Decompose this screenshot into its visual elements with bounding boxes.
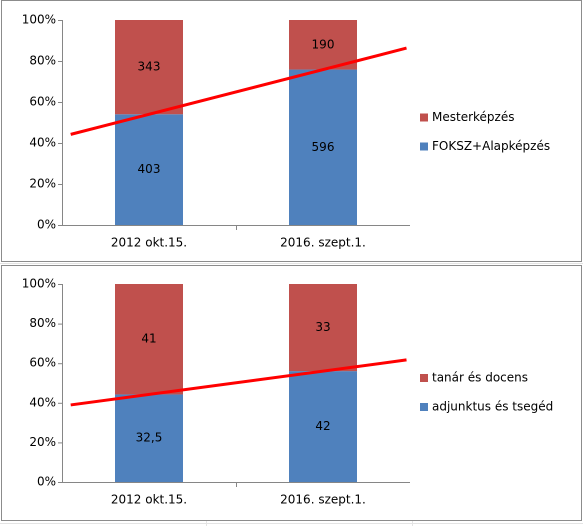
trend-line bbox=[70, 46, 407, 136]
legend-label: Mesterképzés bbox=[432, 110, 514, 124]
data-label: 403 bbox=[138, 162, 161, 176]
bar-segment bbox=[289, 284, 357, 372]
legend-label: adjunktus és tsegéd bbox=[432, 400, 553, 414]
y-tick-label: 0% bbox=[37, 218, 56, 232]
legend-swatch bbox=[420, 403, 428, 411]
data-label: 42 bbox=[315, 419, 330, 433]
x-tick-label: 2012 okt.15. bbox=[111, 236, 187, 250]
y-tick-label: 40% bbox=[29, 395, 56, 409]
data-label: 190 bbox=[312, 37, 335, 51]
y-tick-label: 60% bbox=[29, 356, 56, 370]
data-label: 596 bbox=[312, 140, 335, 154]
y-tick-label: 60% bbox=[29, 95, 56, 109]
bar-segment bbox=[289, 69, 357, 225]
legend-label: tanár és docens bbox=[432, 371, 528, 385]
legend-swatch bbox=[420, 142, 428, 151]
legend-swatch bbox=[420, 113, 428, 122]
data-label: 343 bbox=[138, 60, 161, 74]
bar-segment bbox=[115, 284, 183, 395]
bar-segment bbox=[115, 394, 183, 482]
legend-label: FOKSZ+Alapképzés bbox=[432, 139, 550, 153]
bar-segment bbox=[289, 371, 357, 482]
y-tick-label: 20% bbox=[29, 435, 56, 449]
x-tick-label: 2016. szept.1. bbox=[280, 493, 366, 507]
bar-segment bbox=[115, 20, 183, 115]
y-tick-label: 0% bbox=[37, 475, 56, 489]
bar-segment bbox=[115, 114, 183, 225]
y-tick-label: 100% bbox=[22, 13, 56, 27]
y-tick-label: 100% bbox=[22, 277, 56, 291]
x-tick-label: 2016. szept.1. bbox=[280, 236, 366, 250]
data-label: 33 bbox=[315, 320, 330, 334]
data-label: 32,5 bbox=[136, 431, 163, 445]
bar-segment bbox=[289, 20, 357, 70]
cell-grid bbox=[0, 263, 583, 526]
x-tick-label: 2012 okt.15. bbox=[111, 493, 187, 507]
trend-line bbox=[70, 358, 407, 407]
y-tick-label: 80% bbox=[29, 316, 56, 330]
y-tick-label: 20% bbox=[29, 177, 56, 191]
y-tick-label: 40% bbox=[29, 136, 56, 150]
y-tick-label: 80% bbox=[29, 54, 56, 68]
data-label: 41 bbox=[141, 332, 156, 346]
legend-swatch bbox=[420, 374, 428, 382]
